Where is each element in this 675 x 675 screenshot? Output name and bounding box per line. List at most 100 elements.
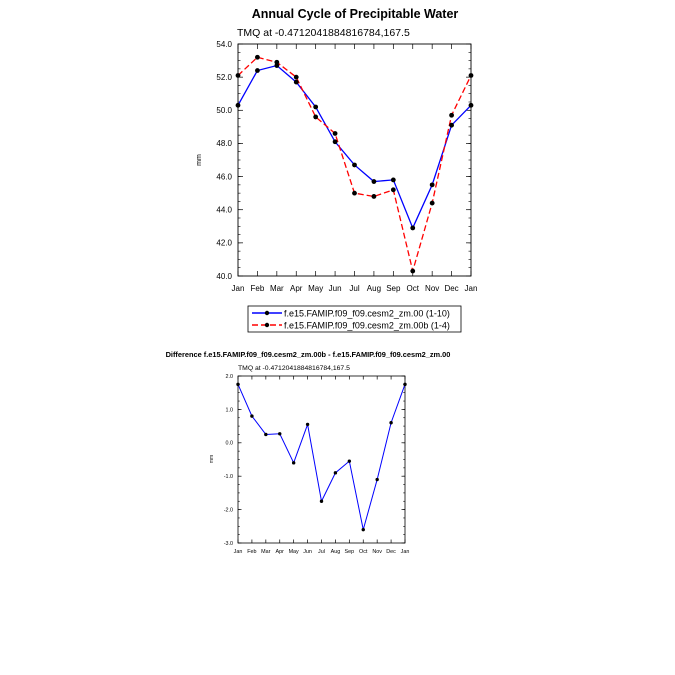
data-point <box>410 268 416 274</box>
x-tick-label: Jul <box>318 549 325 555</box>
legend-label-series-2: f.e15.FAMIP.f09_f09.cesm2_zm.00b (1-4) <box>284 321 450 331</box>
x-tick-label: Mar <box>270 284 284 293</box>
y-tick-label: 42.0 <box>216 239 232 248</box>
chart2-y-tick-labels: -3.0 -2.0 -1.0 0.0 1.0 2.0 <box>224 374 233 547</box>
x-tick-label: Nov <box>425 284 439 293</box>
x-tick-label: Oct <box>359 549 368 555</box>
chart1-title: Annual Cycle of Precipitable Water <box>252 7 459 21</box>
data-point <box>390 187 396 193</box>
data-point <box>468 102 474 108</box>
x-tick-label: Feb <box>247 549 256 555</box>
data-point <box>255 68 260 73</box>
chart2-ylabel: mm <box>209 455 215 463</box>
x-tick-label: Jul <box>349 284 359 293</box>
data-point <box>313 114 319 120</box>
y-tick-label: 50.0 <box>216 106 232 115</box>
data-point <box>403 382 407 387</box>
y-tick-label: 46.0 <box>216 172 232 181</box>
x-tick-label: Jan <box>234 549 243 555</box>
data-point <box>305 422 310 427</box>
x-tick-label: May <box>308 284 323 293</box>
chart1-axes <box>237 43 472 277</box>
data-point <box>293 74 299 80</box>
data-point <box>278 432 282 436</box>
data-point <box>333 471 338 475</box>
legend-marker-series-1 <box>264 310 270 316</box>
series-line-1 <box>237 384 406 530</box>
chart1-subtitle: TMQ at -0.4712041884816784,167.5 <box>237 27 410 39</box>
y-tick-label: 40.0 <box>216 272 232 281</box>
x-tick-label: Aug <box>367 284 381 293</box>
data-point <box>255 54 260 60</box>
chart1-x-tick-labels: Jan Feb Mar Apr May Jun Jul Aug Sep Oct Nov Dec Jan <box>232 284 478 293</box>
data-point <box>332 131 338 136</box>
data-point <box>389 421 393 425</box>
data-point <box>250 414 254 418</box>
x-tick-label: Jun <box>303 549 312 555</box>
plot-frame <box>237 43 472 277</box>
chart2-axes <box>237 375 406 544</box>
data-point <box>468 73 474 78</box>
legend-marker-series-2 <box>264 322 270 328</box>
data-point <box>274 63 280 68</box>
chart2-series <box>236 382 407 532</box>
data-point <box>236 382 240 387</box>
x-tick-label: Sep <box>386 284 401 293</box>
y-tick-label: 54.0 <box>216 40 232 49</box>
x-tick-label: Nov <box>372 549 382 555</box>
legend-entry-series-2: f.e15.FAMIP.f09_f09.cesm2_zm.00b (1-4) <box>252 321 450 331</box>
y-tick-label: 44.0 <box>216 206 232 215</box>
x-tick-label: Jan <box>401 549 410 555</box>
difference-chart: Difference f.e15.FAMIP.f09_f09.cesm2_zm.… <box>166 350 451 555</box>
y-tick-label: -3.0 <box>224 541 233 547</box>
legend-entry-series-1: f.e15.FAMIP.f09_f09.cesm2_zm.00 (1-10) <box>252 309 450 319</box>
chart2-title: Difference f.e15.FAMIP.f09_f09.cesm2_zm.… <box>166 350 451 359</box>
y-tick-label: 48.0 <box>216 139 232 148</box>
y-tick-label: -1.0 <box>224 474 233 480</box>
data-point <box>390 177 396 183</box>
data-point <box>235 73 241 78</box>
annual-cycle-chart: Annual Cycle of Precipitable Water TMQ a… <box>196 7 478 333</box>
x-tick-label: Apr <box>276 549 285 555</box>
x-tick-label: Dec <box>444 284 458 293</box>
data-point <box>235 102 241 108</box>
legend-box <box>247 305 462 333</box>
x-tick-label: Jun <box>329 284 342 293</box>
data-point <box>361 527 365 532</box>
data-point <box>352 190 357 196</box>
chart1-series <box>235 54 474 274</box>
x-tick-label: Feb <box>251 284 265 293</box>
x-tick-label: Dec <box>386 549 396 555</box>
data-point <box>449 112 454 118</box>
data-point <box>347 459 352 463</box>
x-tick-label: Oct <box>407 284 420 293</box>
data-point <box>291 461 296 465</box>
chart1-y-tick-labels: 40.0 42.0 44.0 46.0 48.0 50.0 52.0 54.0 <box>216 40 232 281</box>
data-point <box>264 432 268 437</box>
data-point <box>375 477 379 482</box>
data-point <box>371 194 377 199</box>
x-tick-label: Jan <box>465 284 478 293</box>
chart1-ylabel: mm <box>196 154 203 166</box>
y-tick-label: 1.0 <box>226 407 234 413</box>
data-point <box>313 104 319 110</box>
data-point <box>410 225 416 231</box>
y-tick-label: 2.0 <box>226 374 234 380</box>
data-point <box>319 499 324 503</box>
chart2-subtitle: TMQ at -0.4712041884816784,167.5 <box>238 365 350 372</box>
legend-label-series-1: f.e15.FAMIP.f09_f09.cesm2_zm.00 (1-10) <box>284 309 450 319</box>
x-tick-label: Jan <box>232 284 245 293</box>
data-point <box>352 162 357 168</box>
chart1-legend: f.e15.FAMIP.f09_f09.cesm2_zm.00 (1-10) f… <box>247 305 462 333</box>
data-point <box>274 59 280 65</box>
data-point <box>332 139 338 145</box>
y-tick-label: 0.0 <box>226 441 234 447</box>
x-tick-label: Aug <box>331 549 341 555</box>
x-tick-label: May <box>289 549 299 555</box>
data-point <box>371 179 377 184</box>
data-point <box>429 182 435 188</box>
x-tick-label: Apr <box>290 284 303 293</box>
y-tick-label: 52.0 <box>216 73 232 82</box>
plot-frame <box>237 375 406 544</box>
